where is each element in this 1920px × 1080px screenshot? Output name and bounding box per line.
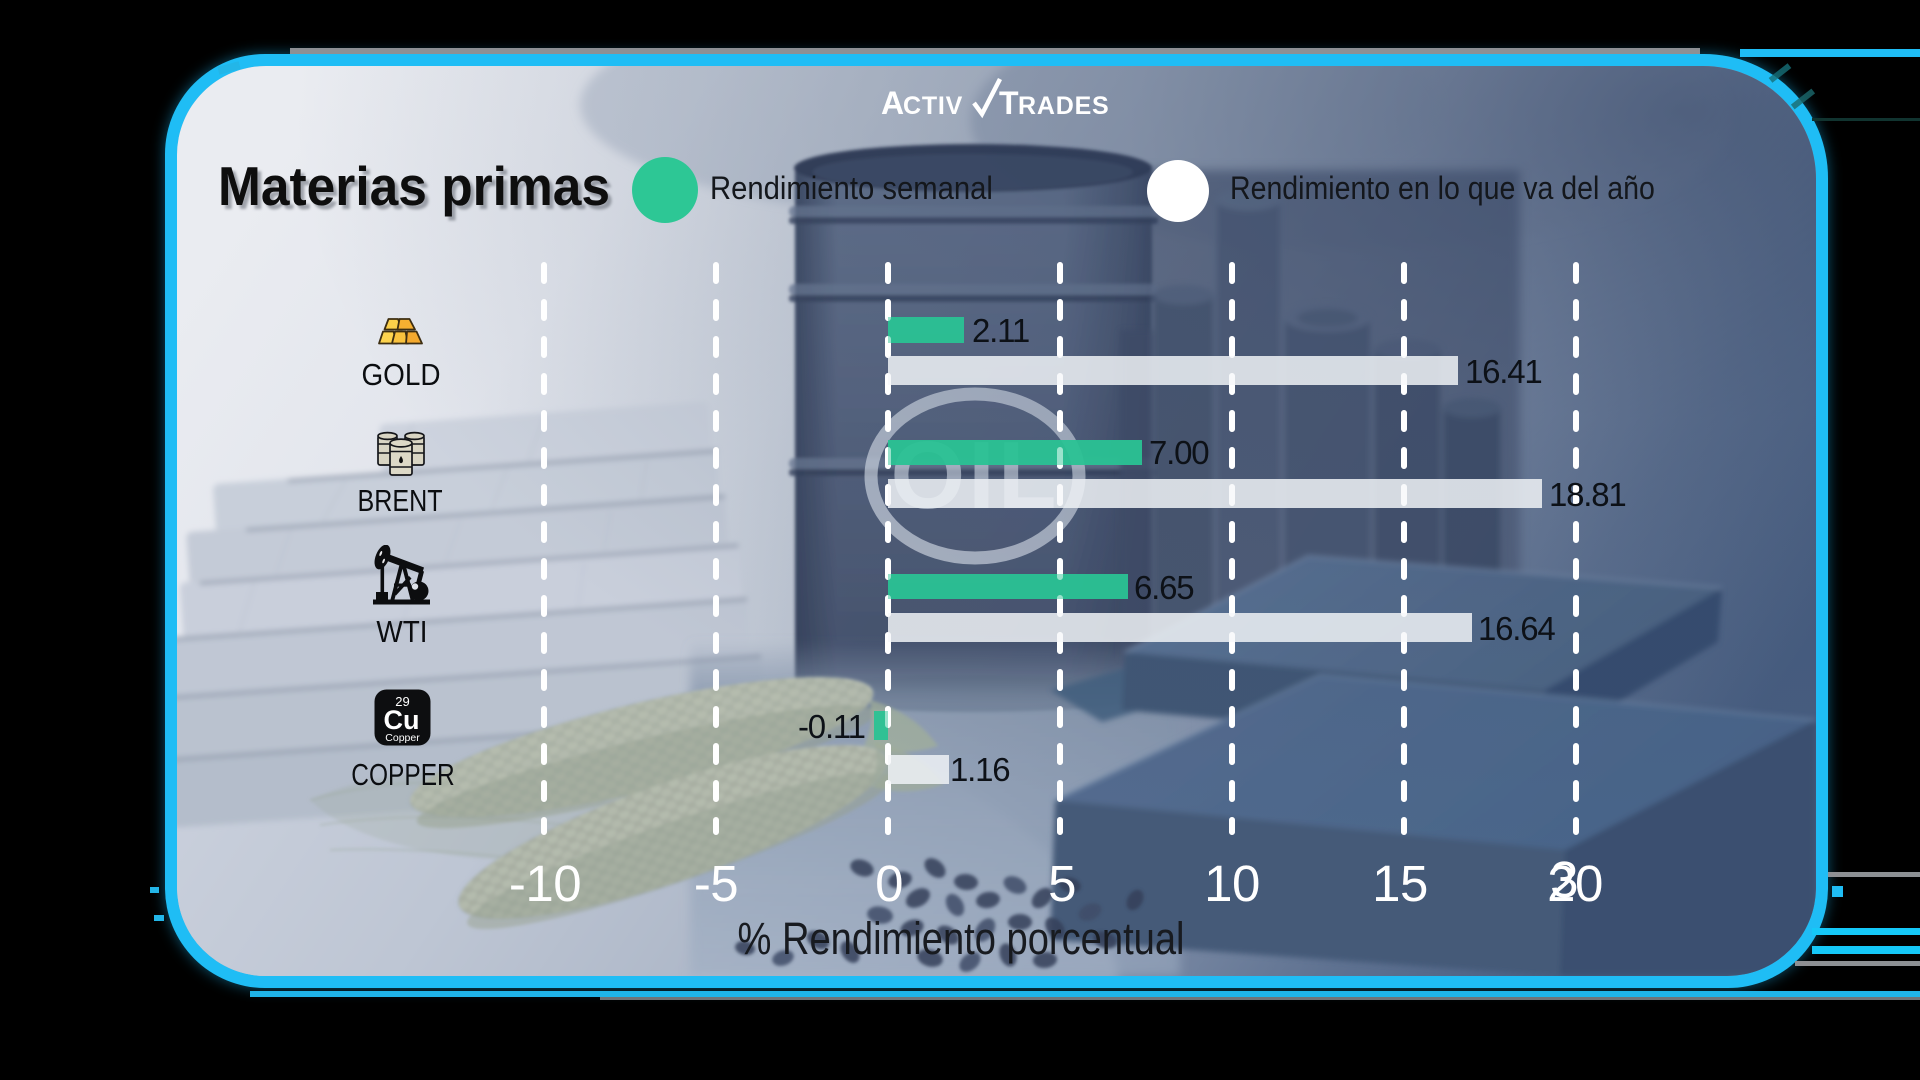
svg-text:29: 29 xyxy=(395,694,409,709)
svg-text:T: T xyxy=(999,85,1019,121)
svg-text:CTIV: CTIV xyxy=(903,92,963,120)
svg-text:A: A xyxy=(881,85,904,121)
svg-text:Copper: Copper xyxy=(385,732,420,744)
svg-text:Cu: Cu xyxy=(384,705,420,735)
svg-text:RADES: RADES xyxy=(1018,92,1110,120)
